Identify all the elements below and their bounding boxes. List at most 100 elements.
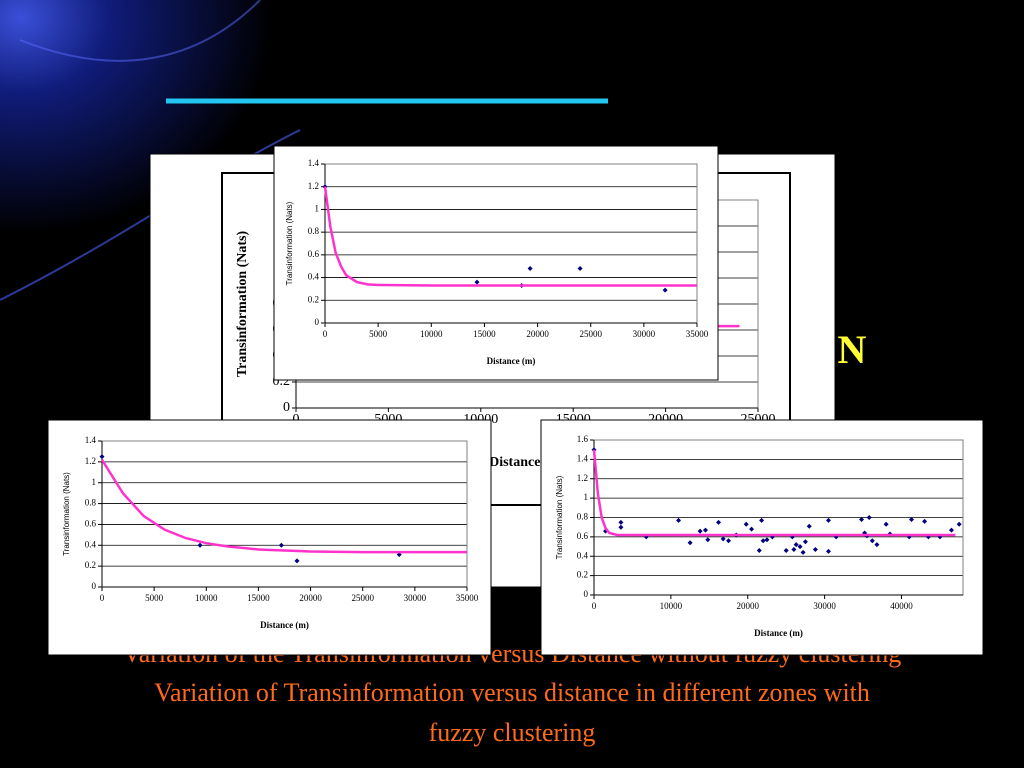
data-point — [618, 524, 624, 530]
data-point — [743, 521, 749, 527]
y-axis-label: Transinformation (Nats) — [285, 201, 294, 285]
chart: 0 0.2 0.4 0.6 0.8 1 1.2 1.4 0 5000 10000 15000 20000… — [273, 145, 719, 381]
data-point — [797, 544, 803, 550]
x-tick-label: 15000 — [247, 593, 270, 603]
data-point — [687, 540, 693, 546]
data-point — [726, 538, 732, 544]
x-tick-label: 5000 — [145, 593, 164, 603]
y-tick-label: 1 — [92, 477, 97, 487]
chart-panel — [540, 419, 984, 656]
y-tick-label: 0.6 — [577, 531, 589, 541]
data-point — [577, 265, 583, 271]
y-tick-label: 0.4 — [85, 539, 97, 549]
y-axis-label: Transinformation (Nats) — [555, 475, 564, 559]
title-fragment: N — [838, 327, 867, 372]
data-point — [197, 542, 203, 548]
y-tick-label: 1.4 — [577, 453, 589, 463]
y-tick-label: 1 — [315, 203, 320, 213]
y-axis-label: Transinformation (Nats) — [62, 472, 71, 556]
chart-panel — [273, 145, 719, 381]
data-point — [99, 454, 105, 460]
data-point — [948, 527, 954, 533]
data-point — [791, 546, 797, 552]
data-point — [527, 265, 533, 271]
x-tick-label: 30000 — [813, 601, 836, 611]
data-point — [908, 516, 914, 522]
x-tick-label: 0 — [100, 593, 105, 603]
data-point — [759, 517, 765, 523]
y-tick-label: 1.4 — [308, 158, 320, 168]
data-point — [396, 552, 402, 558]
y-tick-label: 1.2 — [308, 181, 319, 191]
y-tick-label: 0.4 — [577, 550, 589, 560]
data-point — [702, 527, 708, 533]
x-tick-label: 20000 — [737, 601, 760, 611]
x-tick-label: 25000 — [579, 329, 602, 339]
x-tick-label: 15000 — [473, 329, 496, 339]
x-axis-label: Distance (m) — [754, 628, 803, 638]
x-tick-label: 10000 — [195, 593, 218, 603]
data-point — [294, 558, 300, 564]
swirl-arc — [19, 0, 261, 62]
y-tick-label: 0 — [315, 317, 320, 327]
y-tick-label: 0.2 — [308, 294, 319, 304]
x-tick-label: 30000 — [404, 593, 427, 603]
x-tick-label: 35000 — [456, 593, 479, 603]
y-tick-label: 0.2 — [85, 560, 96, 570]
data-point — [859, 516, 865, 522]
data-point — [802, 539, 808, 545]
data-point — [869, 538, 875, 544]
data-point — [874, 542, 880, 548]
data-point — [825, 548, 831, 554]
data-point — [764, 537, 770, 543]
data-point — [720, 536, 726, 542]
y-axis-label: Transinformation (Nats) — [235, 230, 250, 377]
data-point — [883, 521, 889, 527]
y-tick-label: 0 — [584, 589, 589, 599]
fit-line — [100, 459, 467, 554]
data-point — [756, 547, 762, 553]
y-tick-label: 1 — [584, 492, 589, 502]
data-point — [676, 517, 682, 523]
data-point — [783, 547, 789, 553]
y-tick-label: 0.4 — [308, 272, 320, 282]
y-tick-label: 0.8 — [577, 512, 589, 522]
y-tick-label: 0.8 — [308, 226, 320, 236]
x-tick-label: 5000 — [369, 329, 388, 339]
y-tick-label: 0.6 — [308, 249, 320, 259]
x-axis-label: Distance (m) — [260, 620, 309, 630]
x-tick-label: 10000 — [660, 601, 683, 611]
data-point — [705, 537, 711, 543]
x-tick-label: 0 — [323, 329, 328, 339]
data-point — [825, 517, 831, 523]
y-tick-label: 0.8 — [85, 498, 97, 508]
data-point — [662, 287, 668, 293]
data-point — [922, 518, 928, 524]
fit-line — [323, 186, 697, 287]
y-tick-label: 0.2 — [577, 570, 588, 580]
caption: fuzzy clustering — [429, 718, 596, 747]
data-point — [697, 528, 703, 534]
data-point — [956, 521, 962, 527]
x-tick-label: 10000 — [420, 329, 443, 339]
x-tick-label: 35000 — [686, 329, 709, 339]
data-point — [474, 279, 480, 285]
y-tick-label: 1.2 — [577, 473, 588, 483]
data-point — [812, 546, 818, 552]
y-tick-label: 0 — [92, 581, 97, 591]
y-tick-label: 0.6 — [85, 518, 97, 528]
data-point — [716, 519, 722, 525]
x-tick-label: 25000 — [351, 593, 374, 603]
data-point — [618, 519, 624, 525]
data-point — [749, 526, 755, 532]
x-tick-label: 20000 — [299, 593, 322, 603]
caption: Variation of Transinformation versus dis… — [154, 678, 870, 707]
x-tick-label: 20000 — [526, 329, 549, 339]
data-point — [806, 523, 812, 529]
chart-panel — [47, 419, 492, 656]
y-tick-label: 0 — [283, 400, 290, 415]
x-tick-label: 30000 — [633, 329, 656, 339]
y-tick-label: 1.2 — [85, 456, 96, 466]
data-point — [800, 549, 806, 555]
